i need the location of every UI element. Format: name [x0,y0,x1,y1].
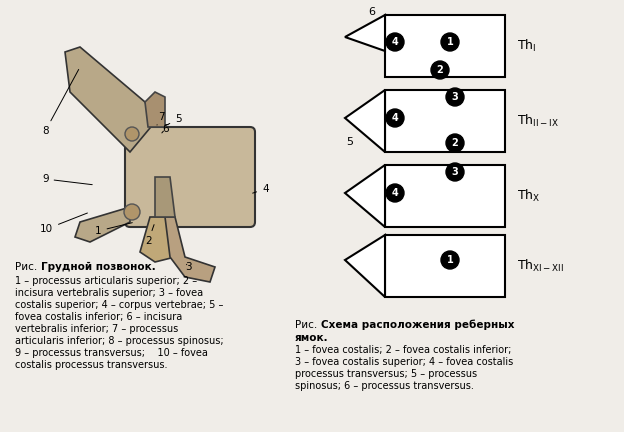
Text: 5: 5 [165,114,182,126]
Text: 2: 2 [145,225,154,246]
Bar [385,90,505,152]
Text: 1 – processus articularis superior; 2 –: 1 – processus articularis superior; 2 – [15,276,197,286]
Text: Th$_\mathrm{XI-XII}$: Th$_\mathrm{XI-XII}$ [517,258,564,274]
Text: articularis inferior; 8 – processus spinosus;: articularis inferior; 8 – processus spin… [15,336,223,346]
Polygon shape [155,177,175,217]
Text: 3 – fovea costalis superior; 4 – fovea costalis: 3 – fovea costalis superior; 4 – fovea c… [295,357,514,367]
Polygon shape [345,235,385,297]
Circle shape [441,33,459,51]
Text: 6: 6 [162,124,168,134]
Text: ямок.: ямок. [295,333,329,343]
Polygon shape [345,15,385,51]
Text: vertebralis inferior; 7 – processus: vertebralis inferior; 7 – processus [15,324,178,334]
Text: 9 – processus transversus;    10 – fovea: 9 – processus transversus; 10 – fovea [15,348,208,358]
Text: Th$_\mathrm{X}$: Th$_\mathrm{X}$ [517,188,540,204]
Text: 4: 4 [392,37,398,47]
Text: 1: 1 [447,255,454,265]
Circle shape [386,184,404,202]
Text: 4: 4 [392,113,398,123]
Circle shape [386,109,404,127]
Text: fovea costalis inferior; 6 – incisura: fovea costalis inferior; 6 – incisura [15,312,182,322]
Bar [385,235,505,297]
Text: 10: 10 [40,213,87,234]
Circle shape [446,88,464,106]
Text: 3: 3 [185,262,192,272]
Text: Th$_\mathrm{I}$: Th$_\mathrm{I}$ [517,38,537,54]
Polygon shape [75,207,130,242]
Polygon shape [145,92,165,127]
Text: 4: 4 [253,184,268,194]
Text: 6: 6 [369,7,376,17]
Text: Грудной позвонок.: Грудной позвонок. [41,262,156,272]
Circle shape [446,163,464,181]
Polygon shape [140,217,175,262]
Text: 2: 2 [452,138,459,148]
Text: Th$_\mathrm{II-IX}$: Th$_\mathrm{II-IX}$ [517,113,559,129]
Text: 1: 1 [95,222,132,236]
Circle shape [446,134,464,152]
Polygon shape [165,217,215,282]
Circle shape [431,61,449,79]
Polygon shape [345,90,385,152]
Text: processus transversus; 5 – processus: processus transversus; 5 – processus [295,369,477,379]
Text: 9: 9 [42,174,92,184]
Circle shape [441,251,459,269]
Circle shape [125,127,139,141]
Text: 4: 4 [392,188,398,198]
Text: 8: 8 [42,70,79,136]
Circle shape [386,33,404,51]
Text: incisura vertebralis superior; 3 – fovea: incisura vertebralis superior; 3 – fovea [15,288,203,298]
Text: spinosus; 6 – processus transversus.: spinosus; 6 – processus transversus. [295,381,474,391]
Text: 1 – fovea costalis; 2 – fovea costalis inferior;: 1 – fovea costalis; 2 – fovea costalis i… [295,345,512,355]
Polygon shape [345,165,385,227]
Text: 2: 2 [437,65,444,75]
Text: 1: 1 [447,37,454,47]
FancyBboxPatch shape [125,127,255,227]
Circle shape [124,204,140,220]
Bar [385,15,505,77]
Text: Схема расположения реберных: Схема расположения реберных [321,320,515,330]
Text: 3: 3 [452,167,459,177]
Text: Рис.: Рис. [15,262,41,272]
Bar [385,165,505,227]
Text: 7: 7 [157,112,165,125]
Text: 5: 5 [346,137,354,147]
Text: Рис.: Рис. [295,320,321,330]
Polygon shape [65,47,155,152]
Text: 3: 3 [452,92,459,102]
Text: costalis superior; 4 – corpus vertebrae; 5 –: costalis superior; 4 – corpus vertebrae;… [15,300,223,310]
Text: costalis processus transversus.: costalis processus transversus. [15,360,167,370]
